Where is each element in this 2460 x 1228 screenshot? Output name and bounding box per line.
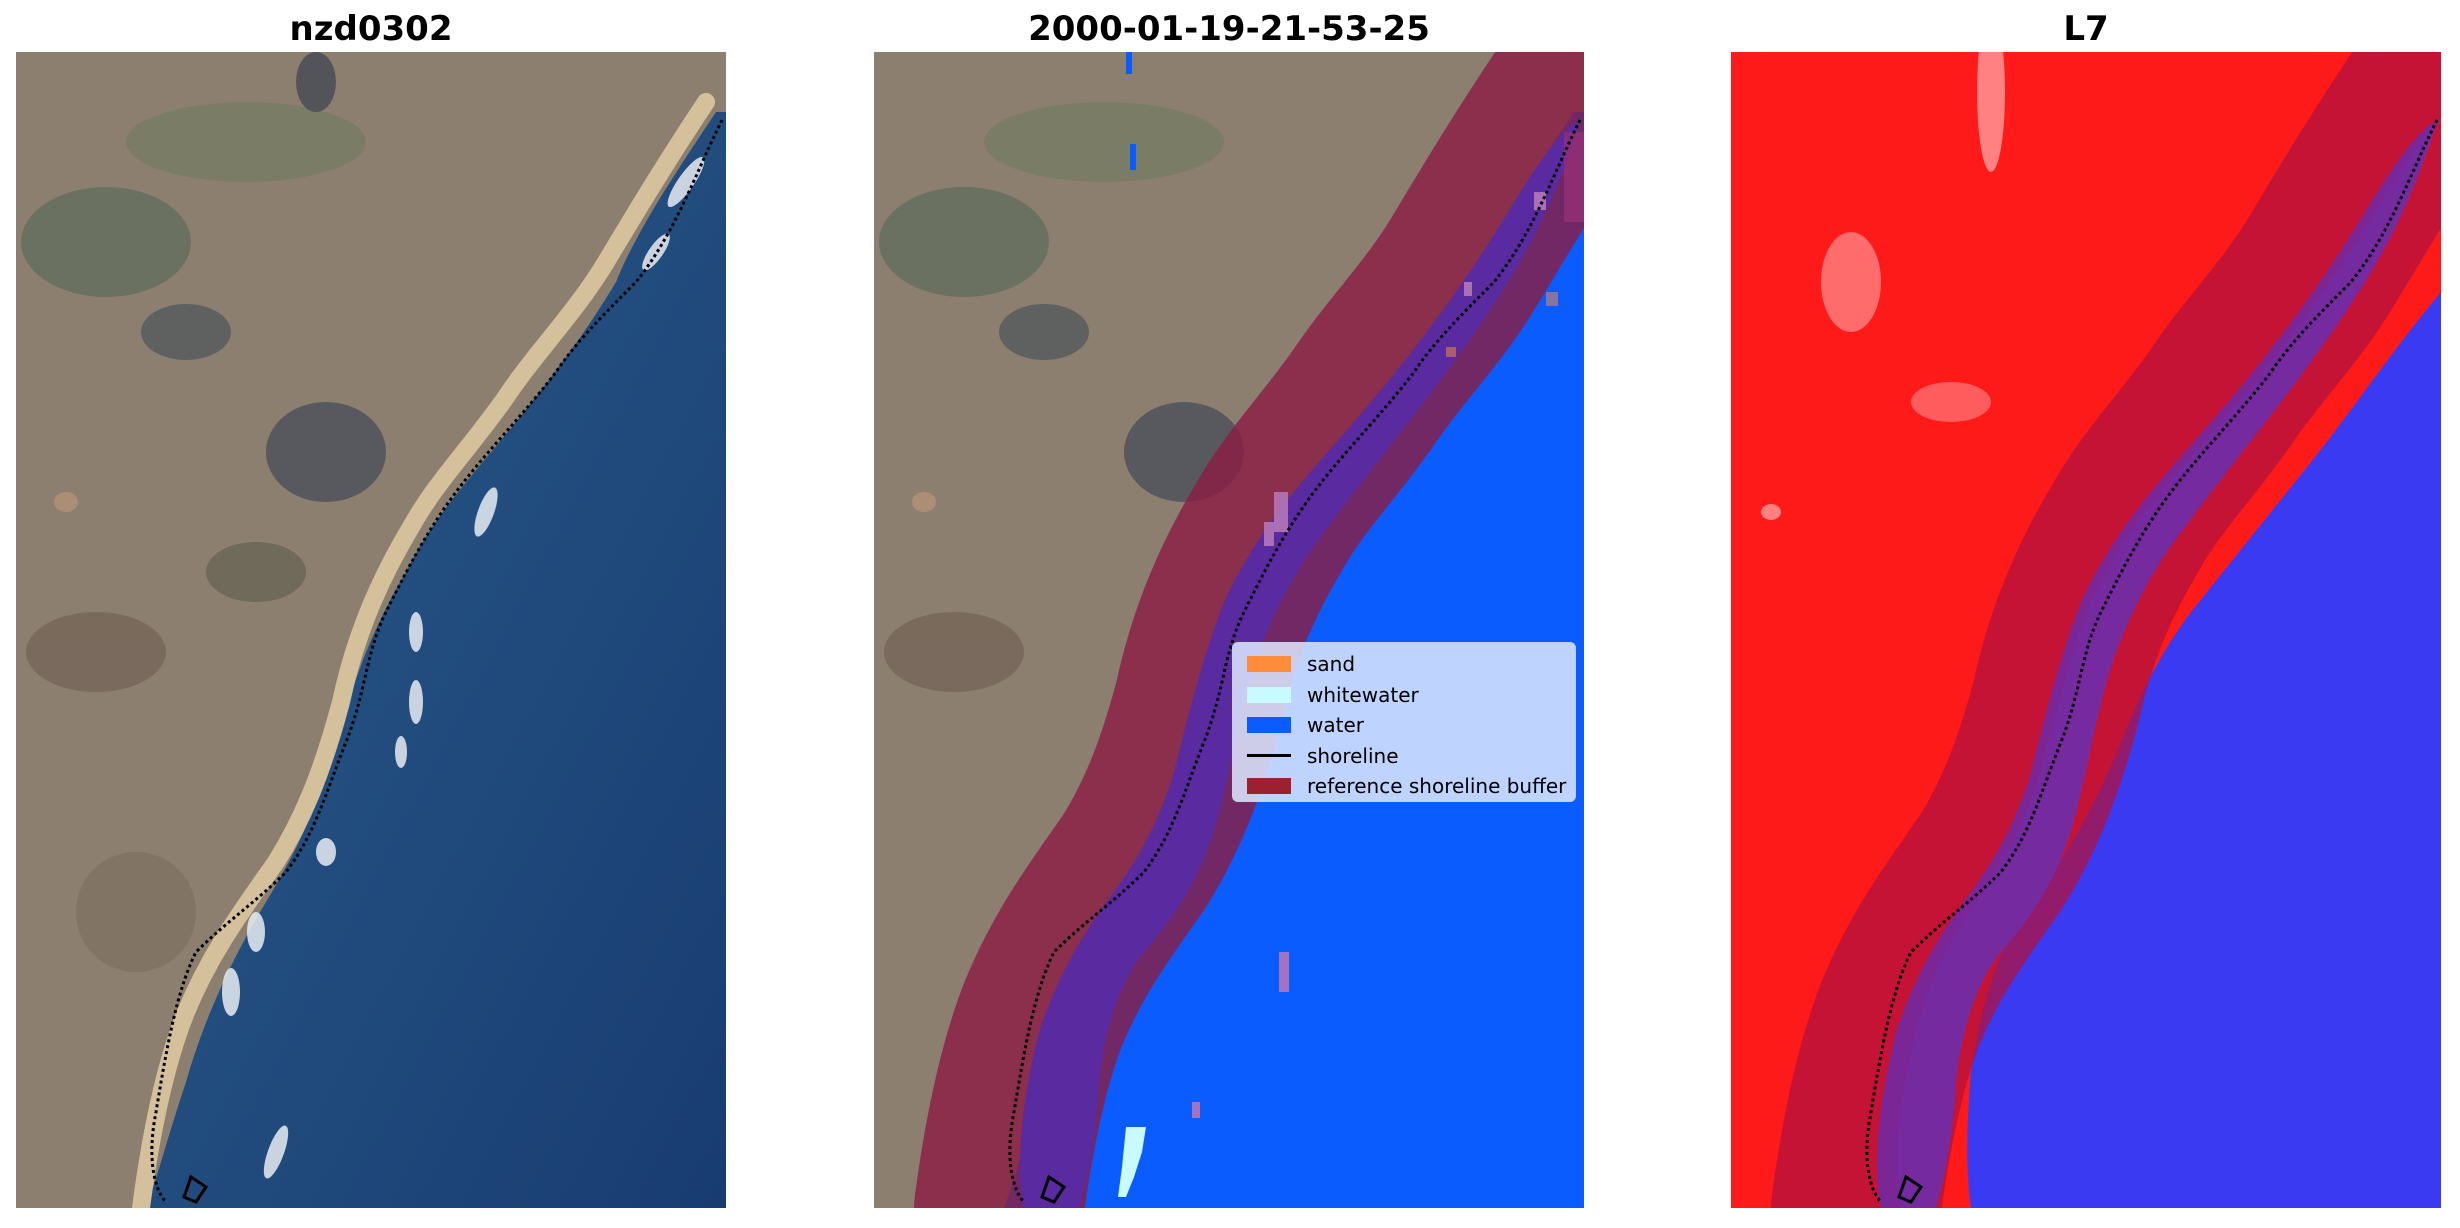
legend-label: water bbox=[1307, 713, 1364, 738]
index-water-area bbox=[1967, 292, 2441, 1208]
legend-item-shoreline: shoreline bbox=[1241, 741, 1567, 772]
legend-item-reference-buffer: reference shoreline buffer bbox=[1241, 771, 1567, 802]
buffer-edge bbox=[1564, 132, 1584, 222]
legend-item-whitewater: whitewater bbox=[1241, 680, 1567, 711]
legend-swatch-whitewater bbox=[1247, 686, 1291, 703]
legend-swatch-water bbox=[1247, 717, 1291, 734]
reference-buffer-water bbox=[1019, 120, 1580, 1208]
land-texture bbox=[879, 102, 1244, 692]
shoreline bbox=[1008, 119, 1582, 1204]
sea-area bbox=[146, 112, 726, 1208]
sand-class-patch bbox=[1446, 347, 1456, 357]
water-class-pond bbox=[1126, 52, 1132, 74]
legend-swatch-reference-buffer bbox=[1247, 778, 1291, 795]
legend-item-sand: sand bbox=[1241, 649, 1567, 680]
legend: sand whitewater water shoreline referenc… bbox=[1232, 642, 1576, 802]
legend-item-water: water bbox=[1241, 710, 1567, 741]
legend-label: sand bbox=[1307, 652, 1356, 677]
water-class-pond bbox=[1130, 144, 1136, 170]
index-image bbox=[1731, 52, 2441, 1208]
legend-swatch-sand bbox=[1247, 656, 1291, 673]
panel-title-index: L7 bbox=[2063, 9, 2109, 49]
shoreline bbox=[1865, 119, 2439, 1204]
legend-label: shoreline bbox=[1307, 743, 1399, 768]
sand-class-patch bbox=[1546, 292, 1558, 306]
classified-image-svg bbox=[874, 52, 1584, 1208]
index-land-texture bbox=[1761, 52, 2005, 520]
land-texture bbox=[21, 52, 386, 972]
rgb-satellite-image bbox=[16, 52, 726, 1208]
shoreline-small-loop bbox=[182, 1174, 209, 1204]
shoreline bbox=[150, 119, 724, 1204]
rgb-image-svg bbox=[16, 52, 726, 1208]
whitewater-breaks bbox=[222, 157, 705, 1179]
classified-image bbox=[874, 52, 1584, 1208]
legend-label: whitewater bbox=[1307, 682, 1419, 707]
whitewater-class-patch bbox=[1118, 1127, 1146, 1197]
panel-title-rgb: nzd0302 bbox=[289, 9, 453, 49]
reference-buffer-water bbox=[1876, 120, 2437, 1208]
legend-line-shoreline bbox=[1247, 754, 1291, 758]
sand-beach bbox=[132, 93, 715, 1208]
panel-title-classified: 2000-01-19-21-53-25 bbox=[1028, 9, 1430, 49]
legend-label: reference shoreline buffer bbox=[1307, 774, 1567, 799]
shoreline-small-loop bbox=[1897, 1174, 1924, 1204]
shoreline-small-loop bbox=[1040, 1174, 1067, 1204]
index-image-svg bbox=[1731, 52, 2441, 1208]
buffer-speckles bbox=[1192, 192, 1546, 1118]
